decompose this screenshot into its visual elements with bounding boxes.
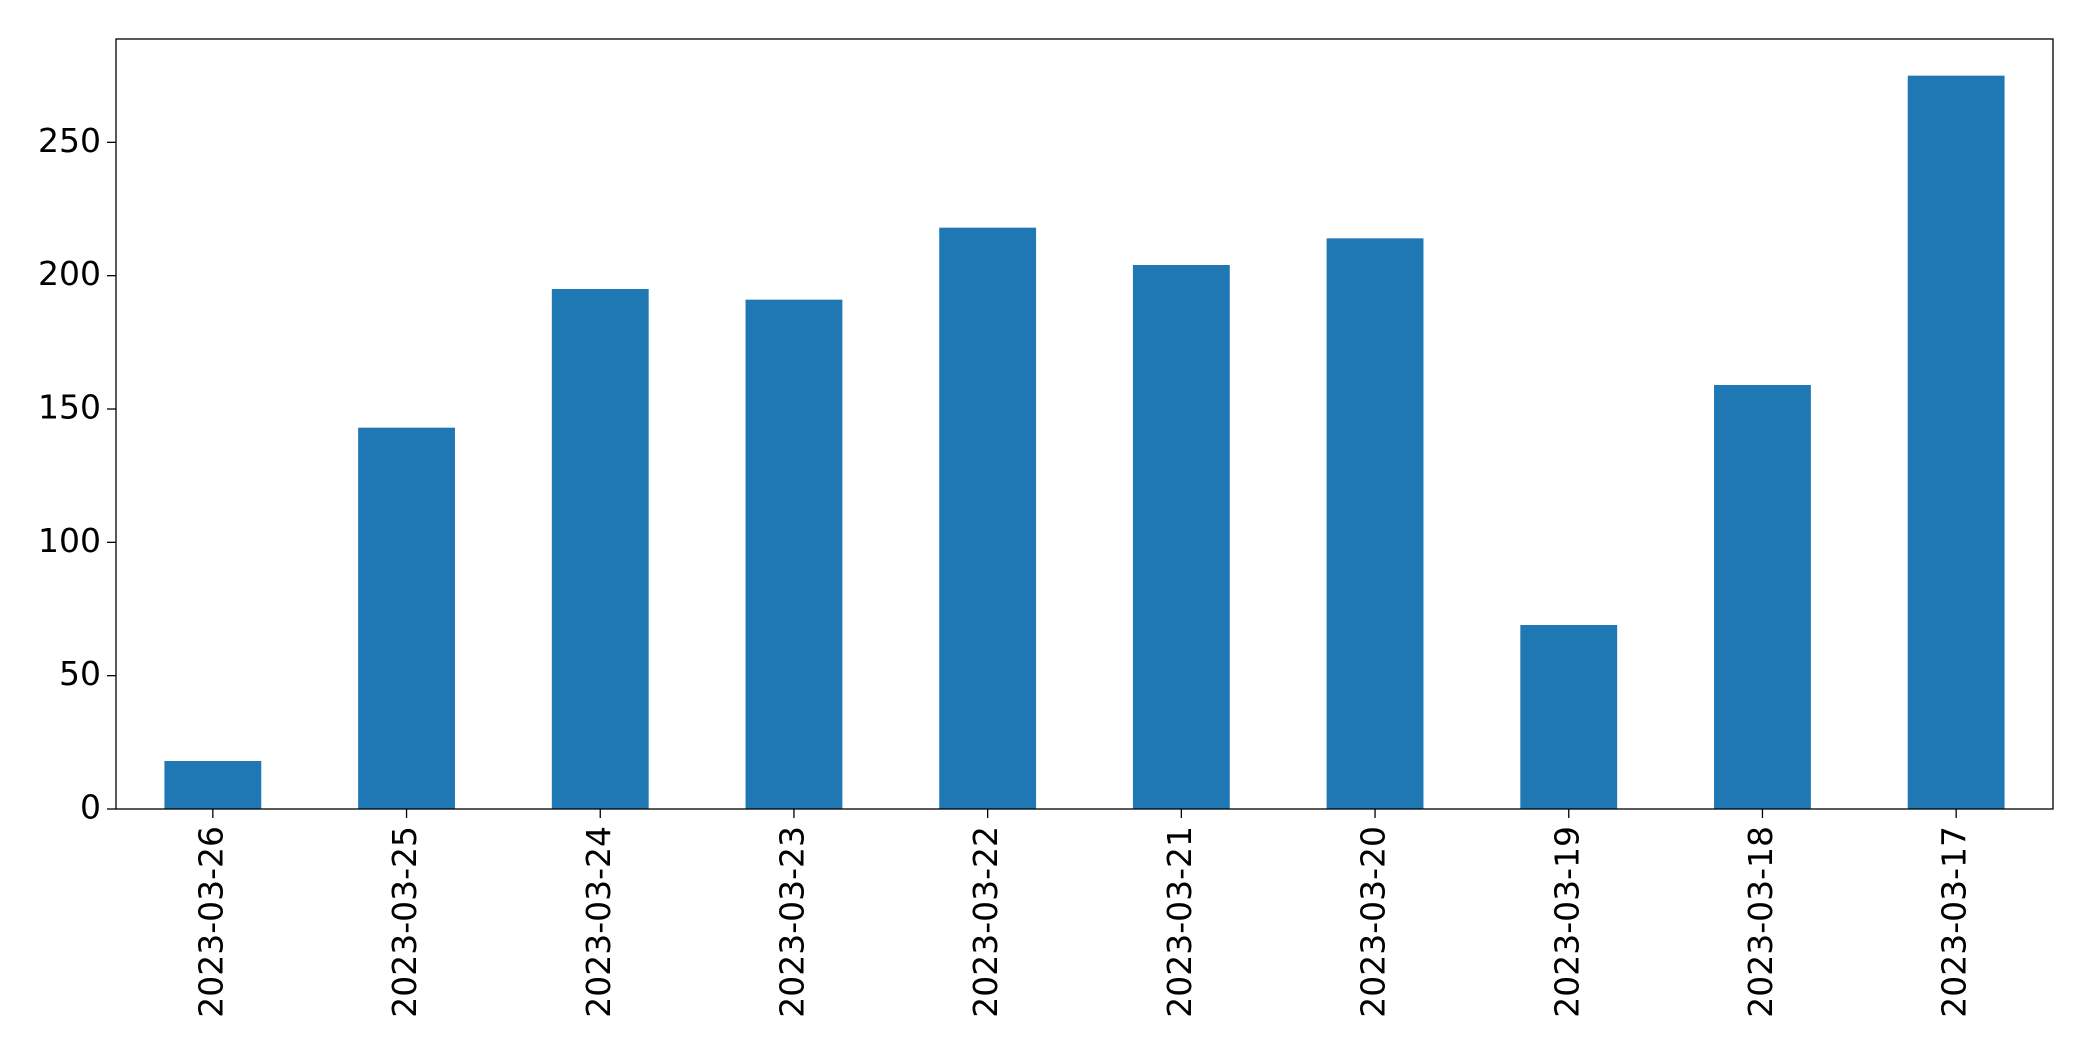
bar	[1714, 385, 1811, 809]
bar	[1326, 238, 1424, 810]
x-tick-label: 2023-03-20	[1354, 826, 1393, 1018]
bar	[1132, 265, 1230, 809]
bar	[1907, 75, 2005, 809]
x-tick-label: 2023-03-21	[1160, 826, 1199, 1018]
x-tick-label: 2023-03-24	[579, 826, 618, 1018]
bar	[551, 289, 649, 809]
y-tick-label: 100	[38, 521, 101, 560]
plot-frame	[115, 38, 2054, 810]
x-tick-label: 2023-03-18	[1741, 826, 1780, 1018]
bar	[164, 761, 262, 809]
y-tick-label: 200	[38, 254, 101, 293]
x-tick-label: 2023-03-23	[772, 826, 811, 1018]
y-tick-label: 50	[59, 654, 101, 693]
x-tick-label: 2023-03-17	[1935, 826, 1974, 1018]
x-tick-label: 2023-03-22	[966, 826, 1005, 1018]
x-tick-label: 2023-03-25	[385, 826, 424, 1018]
y-tick-label: 150	[38, 388, 101, 427]
y-tick-label: 0	[80, 788, 101, 827]
x-tick-label: 2023-03-19	[1547, 826, 1586, 1018]
y-tick-label: 250	[38, 121, 101, 160]
bar	[1520, 625, 1618, 809]
bar	[745, 299, 843, 809]
bar	[939, 227, 1037, 809]
x-tick-label: 2023-03-26	[191, 826, 230, 1018]
bar	[358, 427, 455, 809]
